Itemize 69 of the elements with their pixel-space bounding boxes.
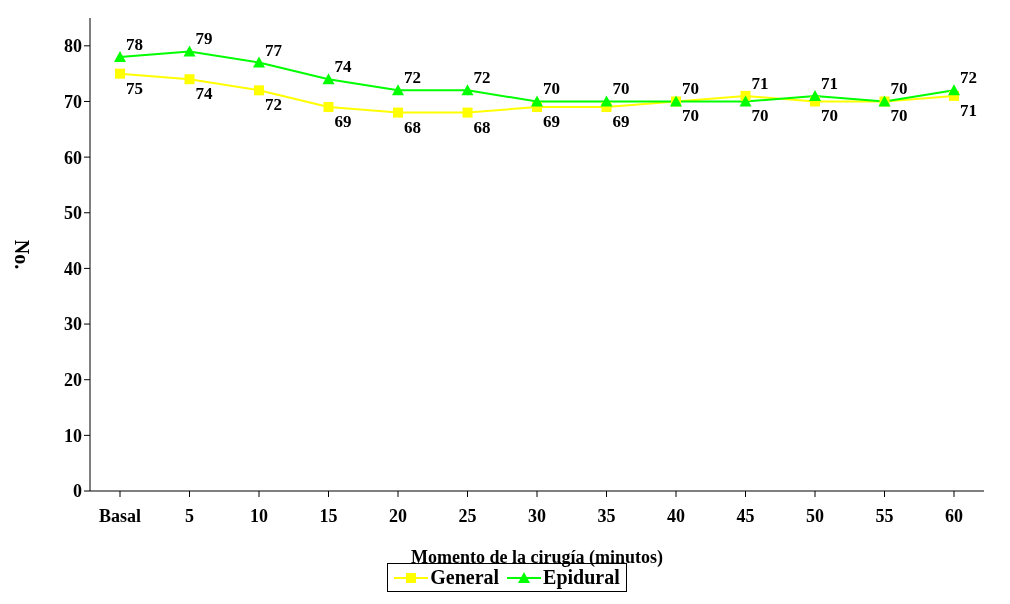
y-tick-label: 70 [64,91,82,112]
point [253,56,265,68]
data-label: 70 [821,106,838,126]
data-label: 71 [821,73,838,93]
data-label: 72 [960,68,977,88]
point [739,95,752,107]
y-tick-label: 80 [64,36,82,57]
x-tick-label: 5 [185,505,194,526]
data-label: 72 [265,95,282,115]
y-tick-label: 20 [64,370,82,391]
data-label: 70 [612,79,630,99]
data-label: 78 [126,34,143,54]
point [392,84,404,96]
point [322,73,335,85]
x-tick-label: 45 [736,505,755,526]
x-tick-label: 30 [528,505,546,526]
data-label: 68 [473,117,491,137]
data-label: 71 [960,100,977,120]
data-label: 72 [473,68,491,88]
y-tick-label: 10 [64,425,82,446]
point [948,84,960,96]
data-label: 69 [543,112,560,132]
data-label: 70 [890,106,908,126]
y-tick-label: 0 [73,481,82,502]
data-label: 69 [334,112,352,132]
point [184,74,195,85]
x-axis-title: Momento de la cirugía (minutos) [411,547,663,568]
y-tick-label: 40 [64,258,82,279]
point [323,102,334,113]
data-label: 74 [334,57,352,77]
legend-label: Epidural [543,566,620,589]
y-tick-label: 50 [64,203,82,224]
data-label: 70 [682,106,699,126]
data-label: 79 [195,29,213,49]
data-label: 70 [682,79,699,99]
point [254,85,264,96]
data-label: 77 [265,40,283,60]
data-label: 70 [890,79,908,99]
y-tick-label: 30 [64,314,82,335]
x-tick-label: Basal [98,505,142,526]
x-tick-label: 10 [250,505,268,526]
data-label: 74 [195,84,213,104]
point [600,95,613,107]
point [183,45,196,57]
y-tick-label: 60 [64,147,82,168]
data-label: 72 [404,68,421,88]
data-label: 75 [126,78,143,98]
x-tick-label: 60 [945,505,963,526]
y-axis-title: No. [10,239,33,270]
data-label: 71 [751,73,769,93]
point [809,89,821,101]
x-tick-label: 40 [667,505,685,526]
point [462,107,473,118]
point [115,68,125,79]
data-label: 70 [543,79,560,99]
data-label: 70 [751,106,769,126]
point [393,107,403,118]
data-label: 68 [404,117,421,137]
x-tick-label: 20 [389,505,407,526]
legend-label: General [429,566,500,589]
x-tick-label: 55 [875,505,894,526]
point [461,84,474,96]
x-tick-label: 15 [319,505,338,526]
x-tick-label: 50 [806,505,824,526]
data-label: 69 [612,112,630,132]
x-tick-label: 25 [458,505,477,526]
point [531,95,543,107]
x-tick-label: 35 [597,505,616,526]
point [114,50,126,62]
